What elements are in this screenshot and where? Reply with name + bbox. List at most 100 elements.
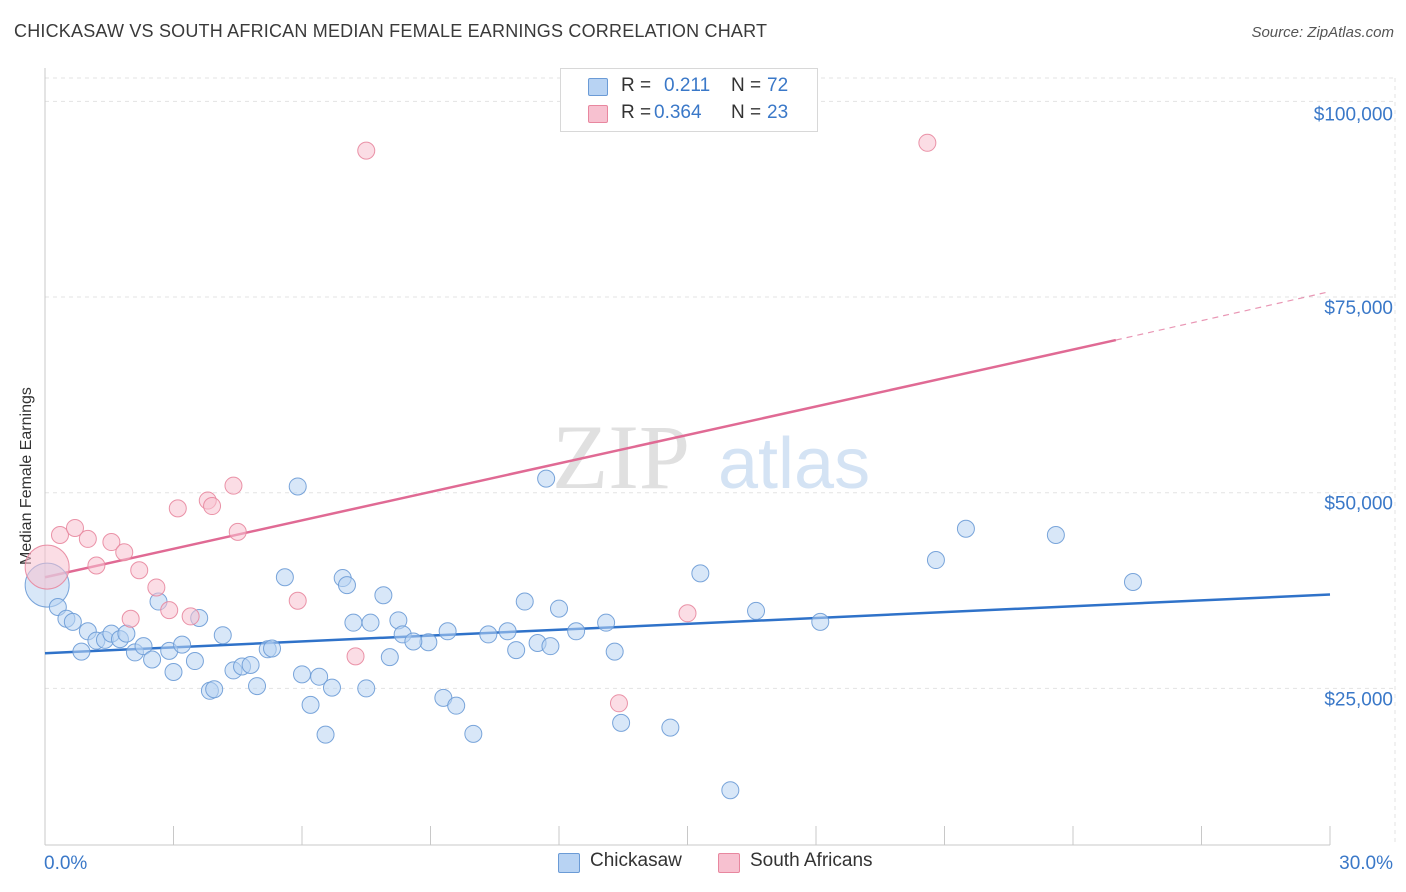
y-tick-label: $75,000 bbox=[1324, 298, 1393, 319]
chickasaw-point bbox=[605, 642, 624, 661]
south-africans-point bbox=[203, 497, 222, 516]
chickasaw-point bbox=[117, 624, 136, 643]
x-tick-label: 30.0% bbox=[1339, 853, 1393, 874]
south-africans-swatch bbox=[588, 105, 608, 123]
chickasaw-point bbox=[310, 667, 329, 686]
watermark: ZIP atlas bbox=[552, 406, 870, 508]
chickasaw-point bbox=[597, 613, 616, 632]
y-tick-label: $25,000 bbox=[1324, 689, 1393, 710]
chickasaw-point bbox=[357, 679, 376, 698]
chickasaw-swatch bbox=[588, 78, 608, 96]
chickasaw-point bbox=[143, 650, 162, 669]
x-tick-label: 0.0% bbox=[44, 853, 87, 874]
chickasaw-point bbox=[361, 613, 380, 632]
chickasaw-point bbox=[811, 612, 830, 631]
chickasaw-point bbox=[507, 641, 526, 660]
south-africans-point bbox=[115, 543, 134, 562]
south-africans-legend-swatch bbox=[718, 853, 740, 873]
south-africans-point bbox=[678, 604, 697, 623]
south-africans-point bbox=[228, 522, 247, 541]
legend-n-value: 23 bbox=[767, 102, 789, 123]
chickasaw-point bbox=[185, 652, 204, 671]
source-label: Source: ZipAtlas.com bbox=[1251, 24, 1394, 41]
chickasaw-point bbox=[241, 655, 260, 674]
chickasaw-legend-swatch bbox=[558, 853, 580, 873]
legend-n-label: N = bbox=[731, 102, 762, 123]
chickasaw-point bbox=[248, 677, 267, 696]
chickasaw-point bbox=[567, 622, 586, 641]
south-africans-point bbox=[121, 609, 140, 628]
south-africans-point bbox=[168, 499, 187, 518]
chickasaw-point bbox=[316, 725, 335, 744]
chickasaw-point bbox=[498, 622, 517, 641]
chickasaw-point bbox=[438, 622, 457, 641]
chickasaw-point bbox=[213, 626, 232, 645]
chickasaw-point bbox=[447, 696, 466, 715]
chickasaw-point bbox=[404, 632, 423, 651]
chickasaw-point bbox=[691, 564, 710, 583]
south-africans-trend-line bbox=[44, 338, 1117, 579]
south-africans-point bbox=[346, 647, 365, 666]
chickasaw-point bbox=[419, 633, 438, 652]
chickasaw-point bbox=[661, 718, 680, 737]
y-tick-label: $50,000 bbox=[1324, 494, 1393, 515]
legend-r-label: R = bbox=[621, 75, 652, 96]
legend-r-label: R = bbox=[621, 102, 652, 123]
legend-n-label: N = bbox=[731, 75, 762, 96]
south-africans-point bbox=[102, 533, 121, 552]
trend-lines bbox=[44, 290, 1331, 655]
chickasaw-point bbox=[322, 678, 341, 697]
chickasaw-point bbox=[537, 469, 556, 488]
south-africans-trend-extension bbox=[1115, 290, 1331, 341]
axes bbox=[44, 68, 1331, 846]
chickasaw-legend-label: Chickasaw bbox=[590, 850, 682, 871]
south-africans-point bbox=[78, 529, 97, 548]
legend-row-chickasaw: R = 0.211 N = 72 bbox=[561, 73, 817, 99]
chickasaw-point bbox=[275, 568, 294, 587]
south-africans-point bbox=[288, 591, 307, 610]
chickasaw-point bbox=[550, 599, 568, 618]
legend-r-value: 0.364 bbox=[654, 102, 702, 123]
tick-labels: $25,000 $50,000 $75,000 $100,000 0.0% 30.0% bbox=[44, 104, 1393, 874]
chickasaw-point bbox=[263, 639, 282, 658]
south-africans-point bbox=[147, 578, 166, 597]
legend-row-south-africans: R = 0.364 N = 23 bbox=[561, 100, 817, 126]
south-africans-point bbox=[24, 544, 70, 590]
chickasaw-point bbox=[205, 680, 224, 699]
legend-r-value: 0.211 bbox=[664, 75, 711, 96]
data-points bbox=[24, 133, 1142, 800]
chickasaw-point bbox=[464, 724, 483, 743]
south-africans-point bbox=[181, 607, 200, 626]
south-africans-point bbox=[87, 556, 106, 575]
stats-legend: R = 0.211 N = 72 R = 0.364 N = 23 bbox=[560, 68, 818, 132]
chickasaw-point bbox=[134, 637, 153, 656]
south-africans-point bbox=[160, 601, 179, 620]
y-tick-label: $100,000 bbox=[1314, 104, 1393, 125]
south-africans-point bbox=[130, 561, 149, 580]
chickasaw-point bbox=[63, 612, 82, 631]
watermark-atlas: atlas bbox=[718, 424, 870, 504]
chickasaw-point bbox=[541, 637, 560, 656]
chickasaw-point bbox=[344, 613, 363, 632]
chickasaw-point bbox=[164, 662, 183, 681]
south-africans-point bbox=[609, 694, 628, 713]
south-africans-point bbox=[224, 476, 243, 495]
south-africans-legend-label: South Africans bbox=[750, 850, 873, 871]
south-africans-point bbox=[50, 526, 69, 544]
chickasaw-point bbox=[288, 477, 307, 496]
chickasaw-point bbox=[380, 648, 399, 667]
chickasaw-point bbox=[293, 665, 311, 684]
chart-title: CHICKASAW VS SOUTH AFRICAN MEDIAN FEMALE… bbox=[14, 21, 768, 41]
chickasaw-point bbox=[1046, 526, 1065, 544]
south-africans-point bbox=[65, 518, 84, 537]
south-africans-point bbox=[357, 141, 376, 160]
chickasaw-point bbox=[926, 551, 945, 570]
chickasaw-point bbox=[337, 576, 356, 595]
chickasaw-point bbox=[173, 635, 192, 654]
legend-n-value: 72 bbox=[767, 75, 789, 96]
south-africans-point bbox=[918, 133, 937, 152]
chickasaw-point bbox=[1123, 572, 1142, 591]
chickasaw-point bbox=[479, 625, 498, 644]
chickasaw-trend-line bbox=[44, 593, 1331, 655]
